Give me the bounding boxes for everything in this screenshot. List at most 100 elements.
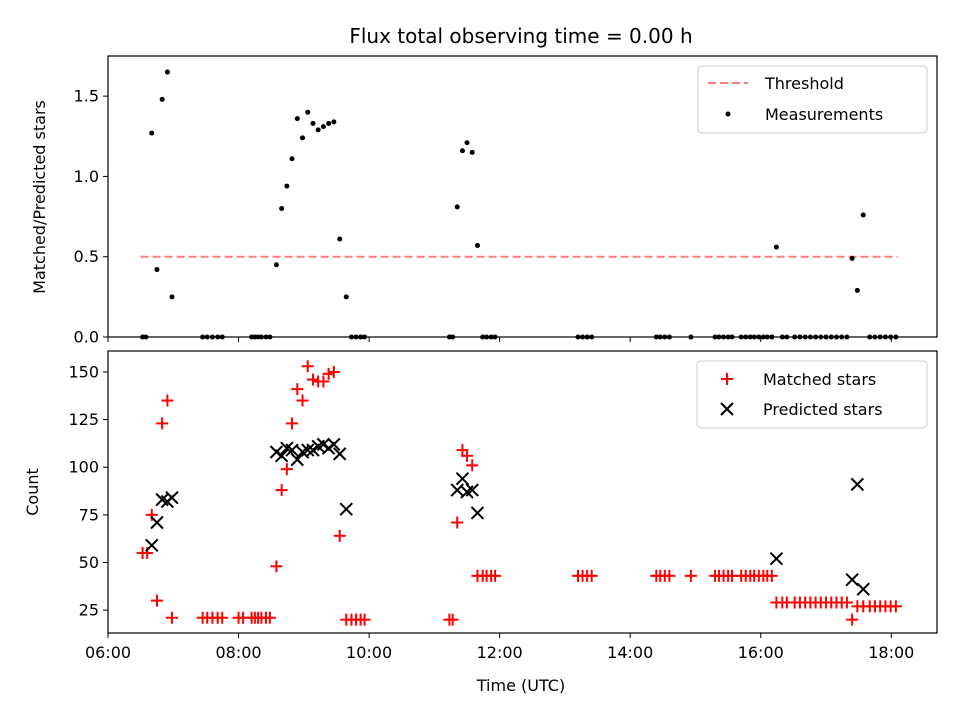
measurement-point <box>154 267 160 273</box>
top-y-tick-label: 1.0 <box>74 167 99 186</box>
bottom-panel: 25 50 75 100 125 150 06:00 08:00 10:00 12:00 14:0… <box>23 350 938 695</box>
matched-star-marker <box>663 569 676 582</box>
measurements-legend-swatch <box>725 111 731 117</box>
matched-star-marker <box>301 360 314 373</box>
matched-star-marker <box>446 613 459 626</box>
matched-star-marker <box>451 516 464 529</box>
matched-star-marker <box>466 459 479 472</box>
bottom-x-tick-label: 16:00 <box>738 643 784 662</box>
bottom-y-tick-label: 150 <box>68 362 99 381</box>
measurement-point <box>305 109 311 115</box>
bottom-legend-box <box>696 360 928 429</box>
predicted-star-marker <box>145 538 159 553</box>
predicted-star-marker <box>769 551 784 566</box>
matched-star-marker <box>280 463 293 476</box>
matched-star-marker <box>275 484 288 497</box>
bottom-y-tick-label: 75 <box>79 505 99 524</box>
matched-star-marker <box>889 600 902 613</box>
bottom-y-tick-label: 50 <box>79 553 99 572</box>
bottom-y-axis-label: Count <box>23 468 42 516</box>
matched-star-marker <box>270 560 283 573</box>
matched-star-marker <box>291 383 304 396</box>
measurement-point <box>279 206 285 212</box>
measurement-point <box>331 119 337 125</box>
top-panel: 0.0 0.5 1.0 1.5 Matched/Predicted stars Thr… <box>30 55 938 347</box>
measurement-point <box>315 127 321 133</box>
measurement-point <box>169 294 175 300</box>
matched-star-marker <box>461 449 474 462</box>
predicted-star-marker <box>856 582 870 596</box>
predicted-star-marker <box>845 572 859 587</box>
matched-star-marker <box>840 596 853 609</box>
measurement-point <box>326 120 332 126</box>
bottom-marks <box>136 360 902 626</box>
threshold-legend-label: Threshold <box>764 74 844 93</box>
top-y-tick-label: 0.5 <box>74 247 99 266</box>
predicted-star-marker <box>274 449 289 463</box>
matched-star-marker <box>161 394 174 407</box>
bottom-y-tick-label: 25 <box>79 601 99 620</box>
matched-star-marker <box>489 569 502 582</box>
bottom-plot-frame <box>107 350 938 634</box>
matched-star-marker <box>322 367 335 380</box>
x-axis-label: Time (UTC) <box>476 676 565 695</box>
matched-star-marker <box>296 394 309 407</box>
bottom-y-tick-label: 125 <box>68 410 99 429</box>
predicted-star-marker <box>470 506 485 520</box>
measurement-point <box>854 287 860 293</box>
bottom-x-tick-label: 08:00 <box>215 643 261 662</box>
matched-star-marker <box>327 365 340 378</box>
bottom-x-tick-label: 06:00 <box>85 643 131 662</box>
predicted-star-marker <box>285 443 299 457</box>
predicted-legend-swatch <box>720 402 734 416</box>
measurement-point <box>164 69 170 75</box>
matched-star-marker <box>165 611 178 624</box>
bottom-y-tick-label: 100 <box>68 458 99 477</box>
matched-star-marker <box>765 569 778 582</box>
measurement-point <box>454 204 460 210</box>
matched-star-marker <box>150 594 163 607</box>
measurement-point <box>337 236 343 242</box>
matched-star-marker <box>263 611 276 624</box>
measurement-point <box>320 124 326 130</box>
predicted-star-marker <box>327 437 341 452</box>
predicted-star-marker <box>455 471 470 486</box>
matched-legend-label: Matched stars <box>763 370 876 389</box>
predicted-star-marker <box>339 502 353 516</box>
matched-star-marker <box>216 611 229 624</box>
measurement-point <box>273 262 279 268</box>
measurement-point <box>469 149 475 155</box>
top-plot-frame <box>107 55 938 338</box>
measurement-point <box>773 244 779 250</box>
measurement-point <box>159 96 165 102</box>
top-y-tick-label: 1.5 <box>74 87 99 106</box>
predicted-legend-label: Predicted stars <box>763 400 883 419</box>
top-legend-box <box>697 65 928 134</box>
top-marks <box>140 69 899 340</box>
matched-star-marker <box>306 373 319 386</box>
measurement-point <box>149 130 155 136</box>
matched-star-marker <box>145 508 158 521</box>
predicted-star-marker <box>301 443 315 457</box>
top-legend: Threshold Measurements <box>697 65 928 134</box>
predicted-star-marker <box>150 515 164 530</box>
matched-star-marker <box>585 569 598 582</box>
predicted-star-marker <box>465 483 479 497</box>
bottom-x-tick-label: 14:00 <box>607 643 653 662</box>
measurement-point <box>284 183 290 189</box>
measurement-point <box>860 212 866 218</box>
matched-star-marker <box>358 613 371 626</box>
predicted-star-marker <box>850 477 865 492</box>
measurement-point <box>300 135 306 141</box>
top-y-axis-label: Matched/Predicted stars <box>30 100 49 294</box>
chart-title: Flux total observing time = 0.00 h <box>349 24 692 48</box>
top-y-tick-label: 0.0 <box>74 328 99 347</box>
bottom-x-tick-label: 18:00 <box>868 643 914 662</box>
measurement-point <box>474 242 480 248</box>
predicted-star-marker <box>165 491 179 505</box>
matched-star-marker <box>333 529 346 542</box>
matched-star-marker <box>156 417 169 430</box>
measurement-point <box>464 140 470 146</box>
bottom-x-axis: 06:00 08:00 10:00 12:00 14:00 16:00 18:00 <box>85 633 914 662</box>
